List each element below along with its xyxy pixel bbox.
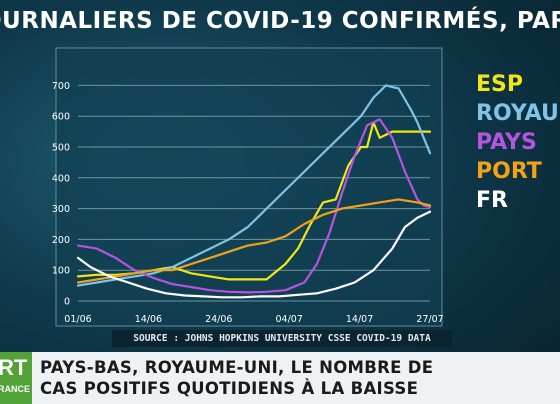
x-tick-label: 04/07	[276, 314, 303, 325]
headline: PAYS-BAS, ROYAUME-UNI, LE NOMBRE DE CAS …	[40, 357, 560, 399]
series-line-fr	[76, 210, 432, 299]
x-tick-label: 14/06	[135, 314, 162, 325]
y-tick-label: 200	[52, 235, 70, 246]
legend-item-esp: ESP	[476, 72, 523, 97]
logo-subtext: RANCE	[0, 384, 31, 394]
y-tick-label: 400	[52, 173, 70, 184]
headline-line-2: CAS POSITIFS QUOTIDIENS À LA BAISSE	[40, 379, 419, 398]
y-tick-label: 300	[52, 204, 70, 215]
series-line-port	[76, 198, 432, 284]
x-tick-label: 27/07	[416, 314, 443, 325]
chart-title: OURNALIERS DE COVID-19 CONFIRMÉS, PAR MI…	[0, 8, 560, 34]
y-tick-label: 600	[52, 112, 70, 123]
y-tick-label: 700	[52, 81, 70, 92]
legend-item-pays: PAYS	[476, 130, 537, 155]
y-tick-label: 0	[64, 297, 70, 308]
rt-logo: RT RANCE	[0, 352, 32, 404]
x-tick-label: 24/06	[205, 314, 232, 325]
lower-third: RT RANCE PAYS-BAS, ROYAUME-UNI, LE NOMBR…	[0, 352, 560, 404]
y-tick-label: 100	[52, 266, 70, 277]
series-line-pays	[76, 118, 432, 294]
plot-area	[55, 47, 443, 327]
x-tick-label: 01/06	[64, 314, 91, 325]
y-tick-label: 500	[52, 143, 70, 154]
legend-item-fr: FR	[476, 188, 508, 213]
legend-item-royaume: ROYAUME	[476, 101, 560, 126]
legend-item-port: PORT	[476, 159, 542, 184]
logo-text: RT	[0, 355, 28, 380]
headline-line-1: PAYS-BAS, ROYAUME-UNI, LE NOMBRE DE	[40, 358, 434, 377]
source-caption: SOURCE : JOHNS HOPKINS UNIVERSITY CSSE C…	[112, 330, 452, 347]
x-tick-label: 14/07	[346, 314, 373, 325]
legend: ESP ROYAUME PAYS PORT FR	[476, 70, 560, 215]
